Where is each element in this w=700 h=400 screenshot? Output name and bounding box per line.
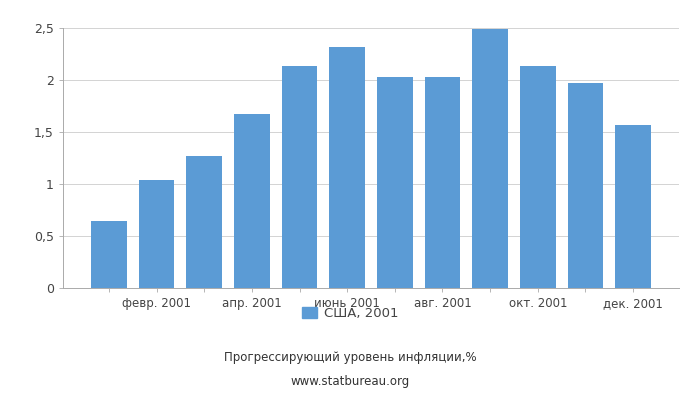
Bar — [473, 29, 508, 288]
Legend: США, 2001: США, 2001 — [296, 302, 404, 326]
Bar — [425, 77, 461, 288]
Bar — [615, 125, 651, 288]
Bar — [234, 114, 270, 288]
Bar — [329, 47, 365, 288]
Bar — [568, 83, 603, 288]
Bar — [377, 77, 413, 288]
Text: Прогрессирующий уровень инфляции,%: Прогрессирующий уровень инфляции,% — [224, 351, 476, 364]
Text: www.statbureau.org: www.statbureau.org — [290, 375, 410, 388]
Bar — [186, 156, 222, 288]
Bar — [91, 222, 127, 288]
Bar — [281, 66, 317, 288]
Bar — [520, 66, 556, 288]
Bar — [139, 180, 174, 288]
